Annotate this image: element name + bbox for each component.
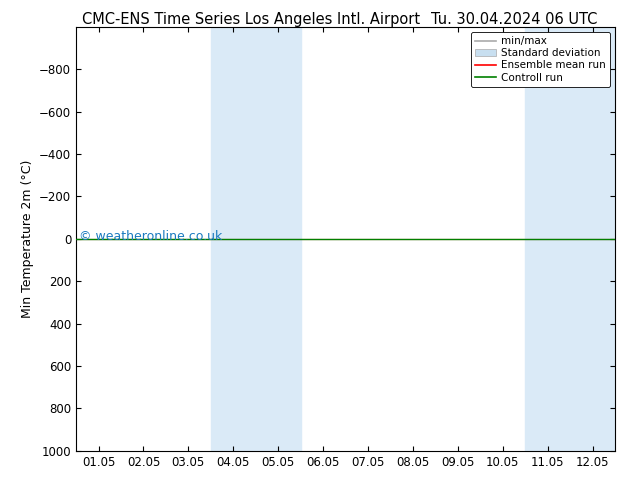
Legend: min/max, Standard deviation, Ensemble mean run, Controll run: min/max, Standard deviation, Ensemble me… bbox=[470, 32, 610, 87]
Text: © weatheronline.co.uk: © weatheronline.co.uk bbox=[79, 230, 222, 243]
Text: CMC-ENS Time Series Los Angeles Intl. Airport: CMC-ENS Time Series Los Angeles Intl. Ai… bbox=[82, 12, 420, 27]
Bar bbox=[210, 27, 301, 451]
Y-axis label: Min Temperature 2m (°C): Min Temperature 2m (°C) bbox=[20, 160, 34, 318]
Bar bbox=[525, 27, 615, 451]
Text: Tu. 30.04.2024 06 UTC: Tu. 30.04.2024 06 UTC bbox=[431, 12, 597, 27]
